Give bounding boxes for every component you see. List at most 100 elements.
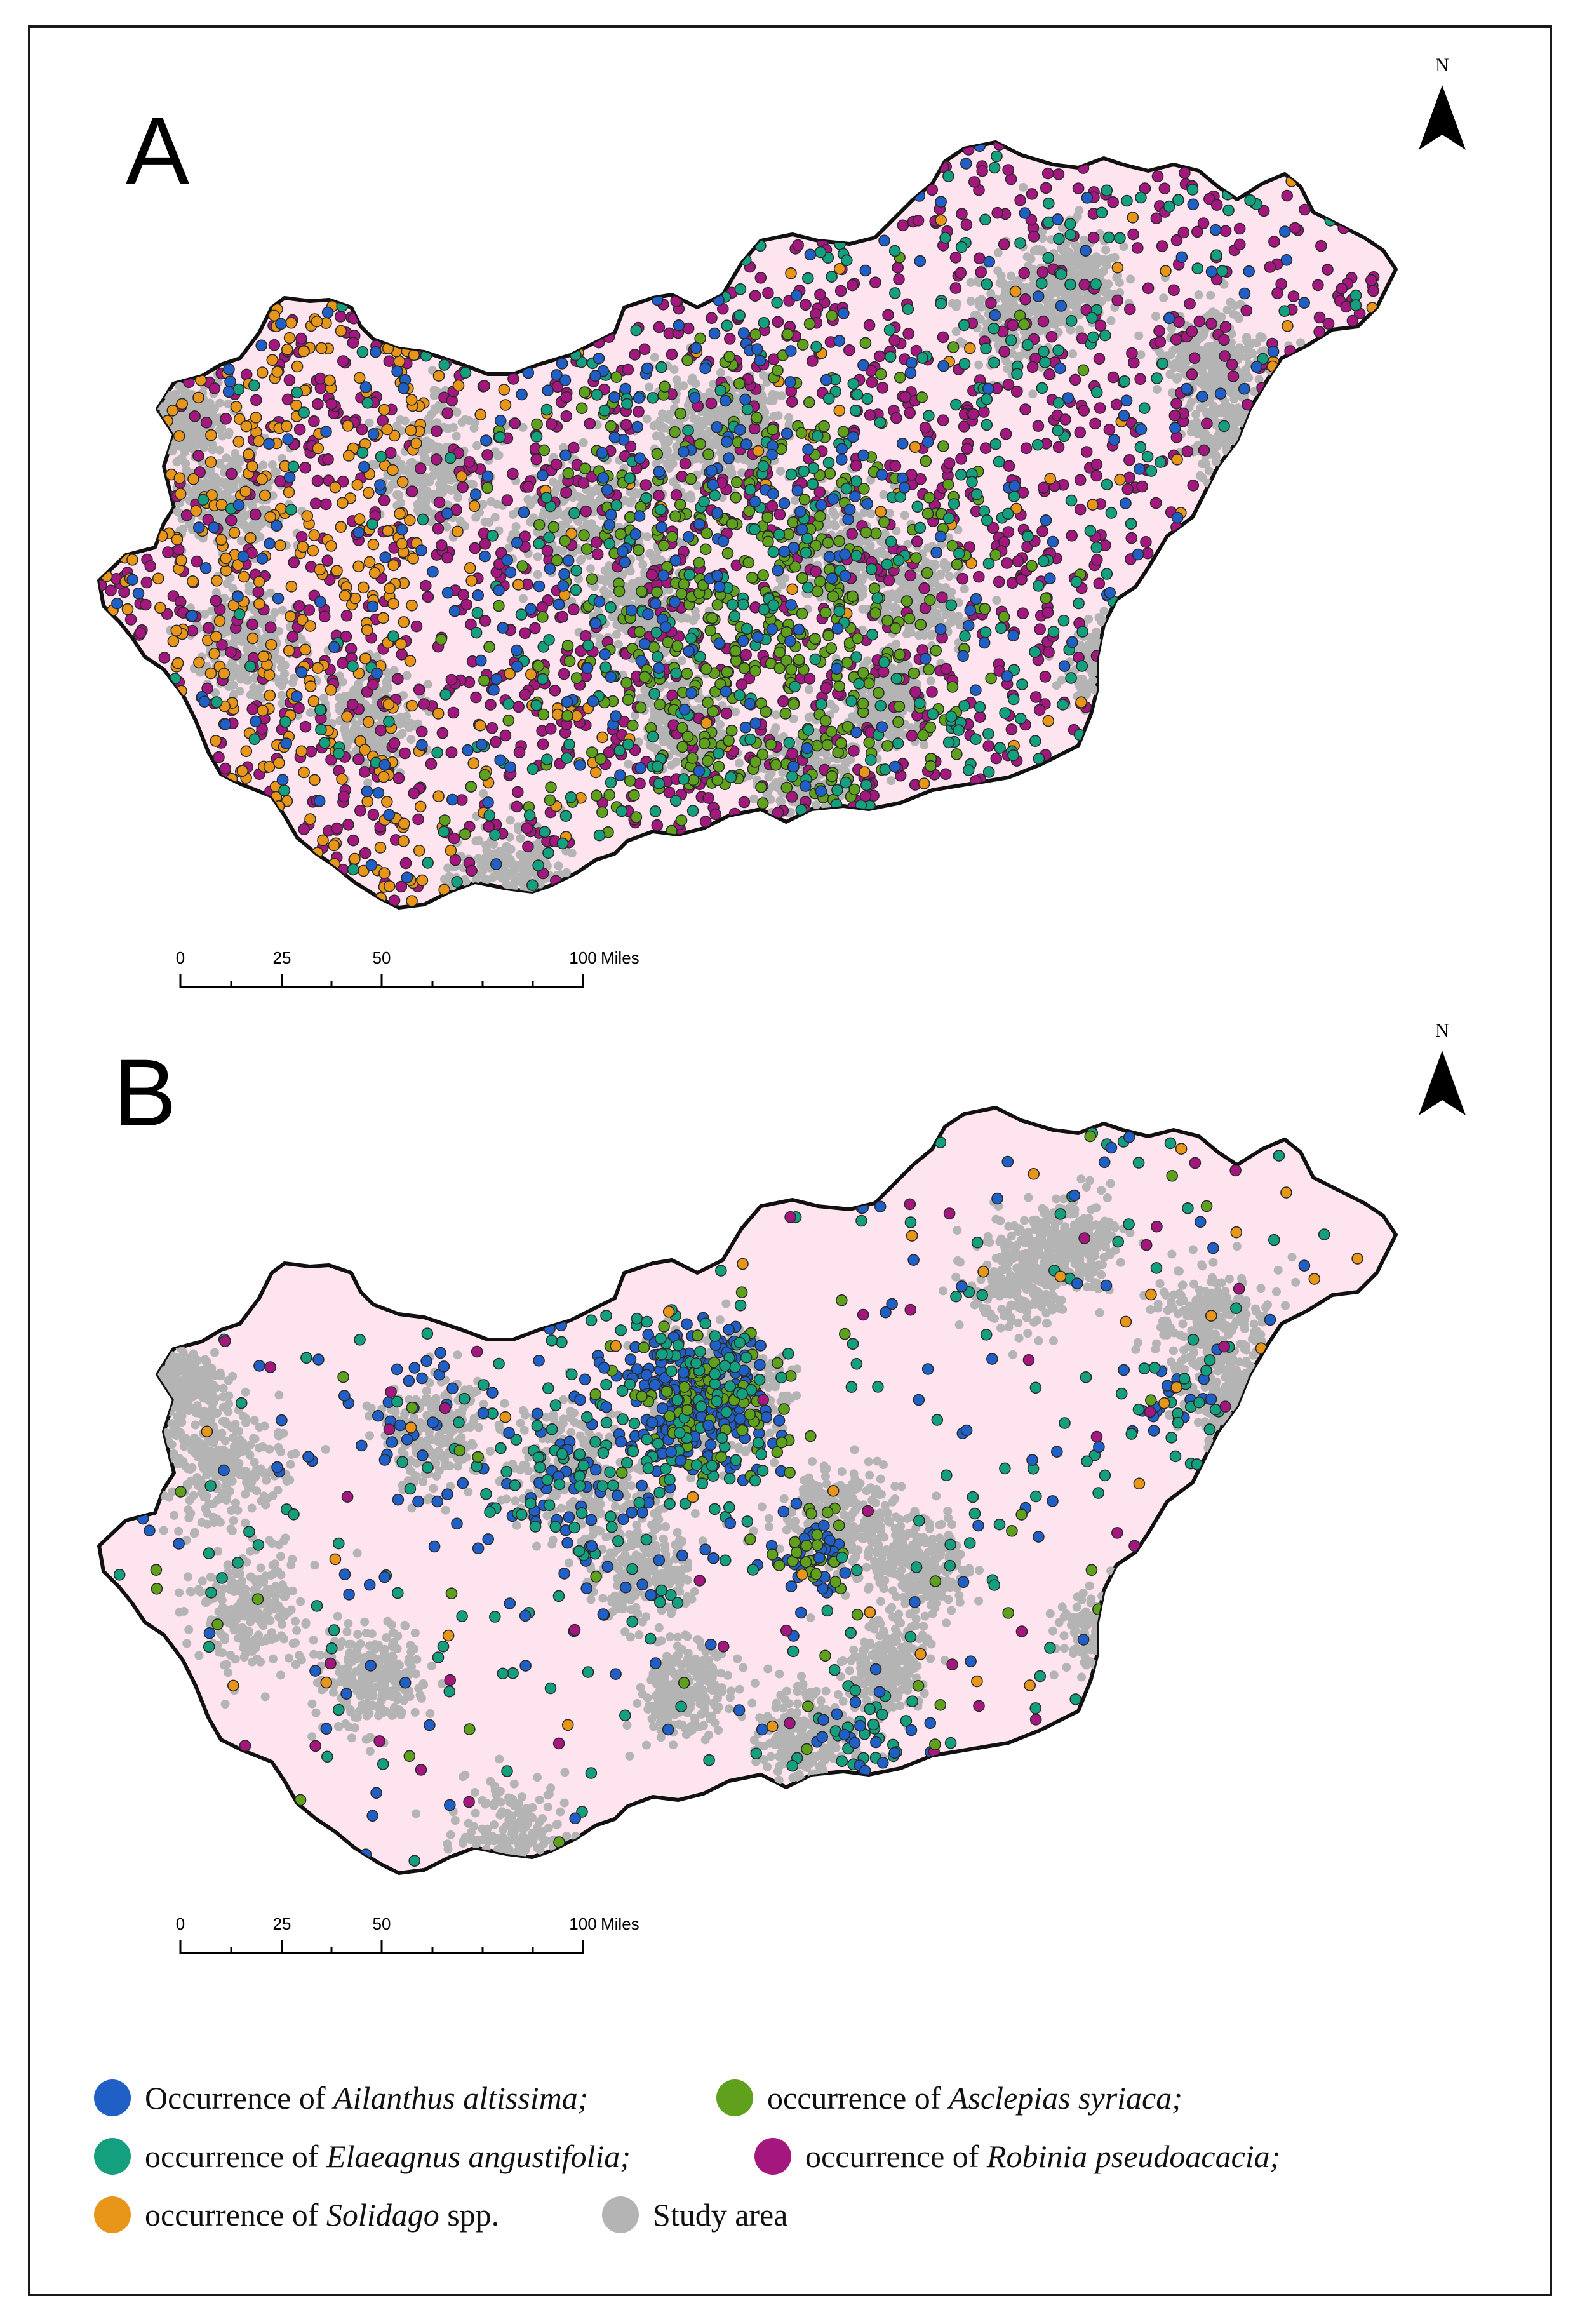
study-area-point (509, 510, 518, 519)
study-area-point (689, 414, 699, 423)
robinia-occurrence-point (1000, 427, 1012, 440)
study-area-point (974, 296, 984, 306)
study-area-point (1087, 682, 1096, 691)
study-area-point (400, 416, 410, 426)
study-area-point (182, 466, 191, 475)
study-area-point (255, 684, 264, 694)
study-area-point (698, 417, 707, 426)
study-area-point (1222, 306, 1232, 315)
robinia-occurrence-point (702, 792, 714, 804)
study-area-point (533, 570, 542, 579)
study-area-point (764, 772, 773, 782)
study-area-point (1136, 350, 1146, 359)
study-area-point (1088, 261, 1097, 271)
study-area-point (974, 360, 984, 370)
study-area-point (586, 488, 595, 497)
study-area-point (438, 447, 447, 457)
study-area-point (186, 432, 196, 441)
robinia-occurrence-point (511, 800, 523, 813)
robinia-occurrence-point (220, 412, 232, 425)
study-area-point (177, 455, 187, 464)
robinia-occurrence-point (666, 348, 678, 361)
study-area-point (1080, 270, 1089, 279)
robinia-occurrence-point (340, 609, 353, 622)
robinia-occurrence-point (406, 485, 418, 497)
study-area-point (1066, 252, 1075, 261)
study-area-point (649, 421, 659, 431)
robinia-occurrence-point (509, 417, 521, 429)
study-area-point (683, 614, 692, 623)
robinia-occurrence-point (303, 604, 316, 616)
study-area-point (1022, 252, 1032, 262)
study-area-point (406, 459, 415, 467)
study-area-point (605, 589, 614, 599)
figure-frame: A N 0 25 50 100 Miles (28, 25, 1552, 2296)
study-area-point (1296, 338, 1305, 347)
study-area-point (666, 741, 676, 750)
study-area-point (656, 431, 665, 441)
study-area-point (491, 871, 500, 880)
study-area-point (660, 423, 669, 433)
study-area-point (200, 610, 210, 619)
occurrence-points-a (99, 142, 1380, 907)
map-panel-a: A N 0 25 50 100 Miles (97, 55, 1466, 988)
study-area-point (687, 376, 697, 386)
robinia-occurrence-point (519, 627, 532, 640)
study-area-point (645, 698, 655, 708)
study-area-point (939, 561, 949, 570)
study-area-point (1073, 257, 1083, 266)
study-area-point (830, 511, 840, 520)
study-area-point (672, 375, 681, 385)
study-area-point (663, 446, 673, 455)
study-area-point (960, 584, 969, 594)
robinia-occurrence-point (295, 530, 308, 543)
study-area-point (932, 571, 942, 581)
robinia-occurrence-point (1322, 264, 1334, 276)
robinia-occurrence-point (490, 735, 502, 748)
study-area-point (579, 438, 588, 447)
study-area-point (241, 511, 250, 520)
study-area-point (243, 525, 252, 534)
study-area-point (402, 671, 412, 680)
study-area-point (574, 574, 583, 584)
study-area-point (406, 735, 416, 744)
study-area-point (481, 852, 490, 862)
study-area-point (244, 675, 253, 685)
study-area-point (396, 730, 405, 740)
study-area-point (1186, 398, 1196, 407)
robinia-occurrence-point (1142, 282, 1155, 295)
robinia-occurrence-point (949, 252, 962, 264)
study-area-point (203, 480, 213, 489)
study-area-point (589, 527, 599, 536)
study-area-point (397, 465, 406, 474)
study-area-point (280, 661, 290, 670)
study-area-point (533, 552, 542, 561)
study-area-point (420, 440, 429, 449)
study-area-point (777, 391, 786, 401)
study-area-point (405, 469, 415, 478)
study-area-point (267, 460, 277, 469)
robinia-occurrence-point (1128, 356, 1140, 369)
study-area-point (396, 712, 405, 722)
study-area-point (966, 297, 975, 306)
study-area-point (1066, 325, 1075, 335)
study-area-point (270, 469, 279, 478)
study-area-point (231, 449, 240, 458)
robinia-occurrence-point (1103, 423, 1116, 436)
study-area-point (469, 423, 479, 433)
study-area-point (603, 571, 613, 581)
study-area-point (178, 524, 188, 534)
robinia-occurrence-point (1007, 319, 1019, 332)
robinia-occurrence-point (1005, 723, 1018, 735)
study-area-point (178, 422, 188, 431)
study-area-point (1110, 253, 1120, 262)
study-area-point (993, 266, 1003, 276)
study-area-point (480, 874, 490, 883)
study-area-point (857, 562, 866, 571)
study-area-point (472, 441, 482, 450)
study-area-point (804, 685, 813, 694)
study-area-point (1196, 403, 1205, 413)
study-area-point (191, 441, 200, 450)
study-area-point (1052, 681, 1061, 690)
study-area-point (1047, 306, 1056, 315)
